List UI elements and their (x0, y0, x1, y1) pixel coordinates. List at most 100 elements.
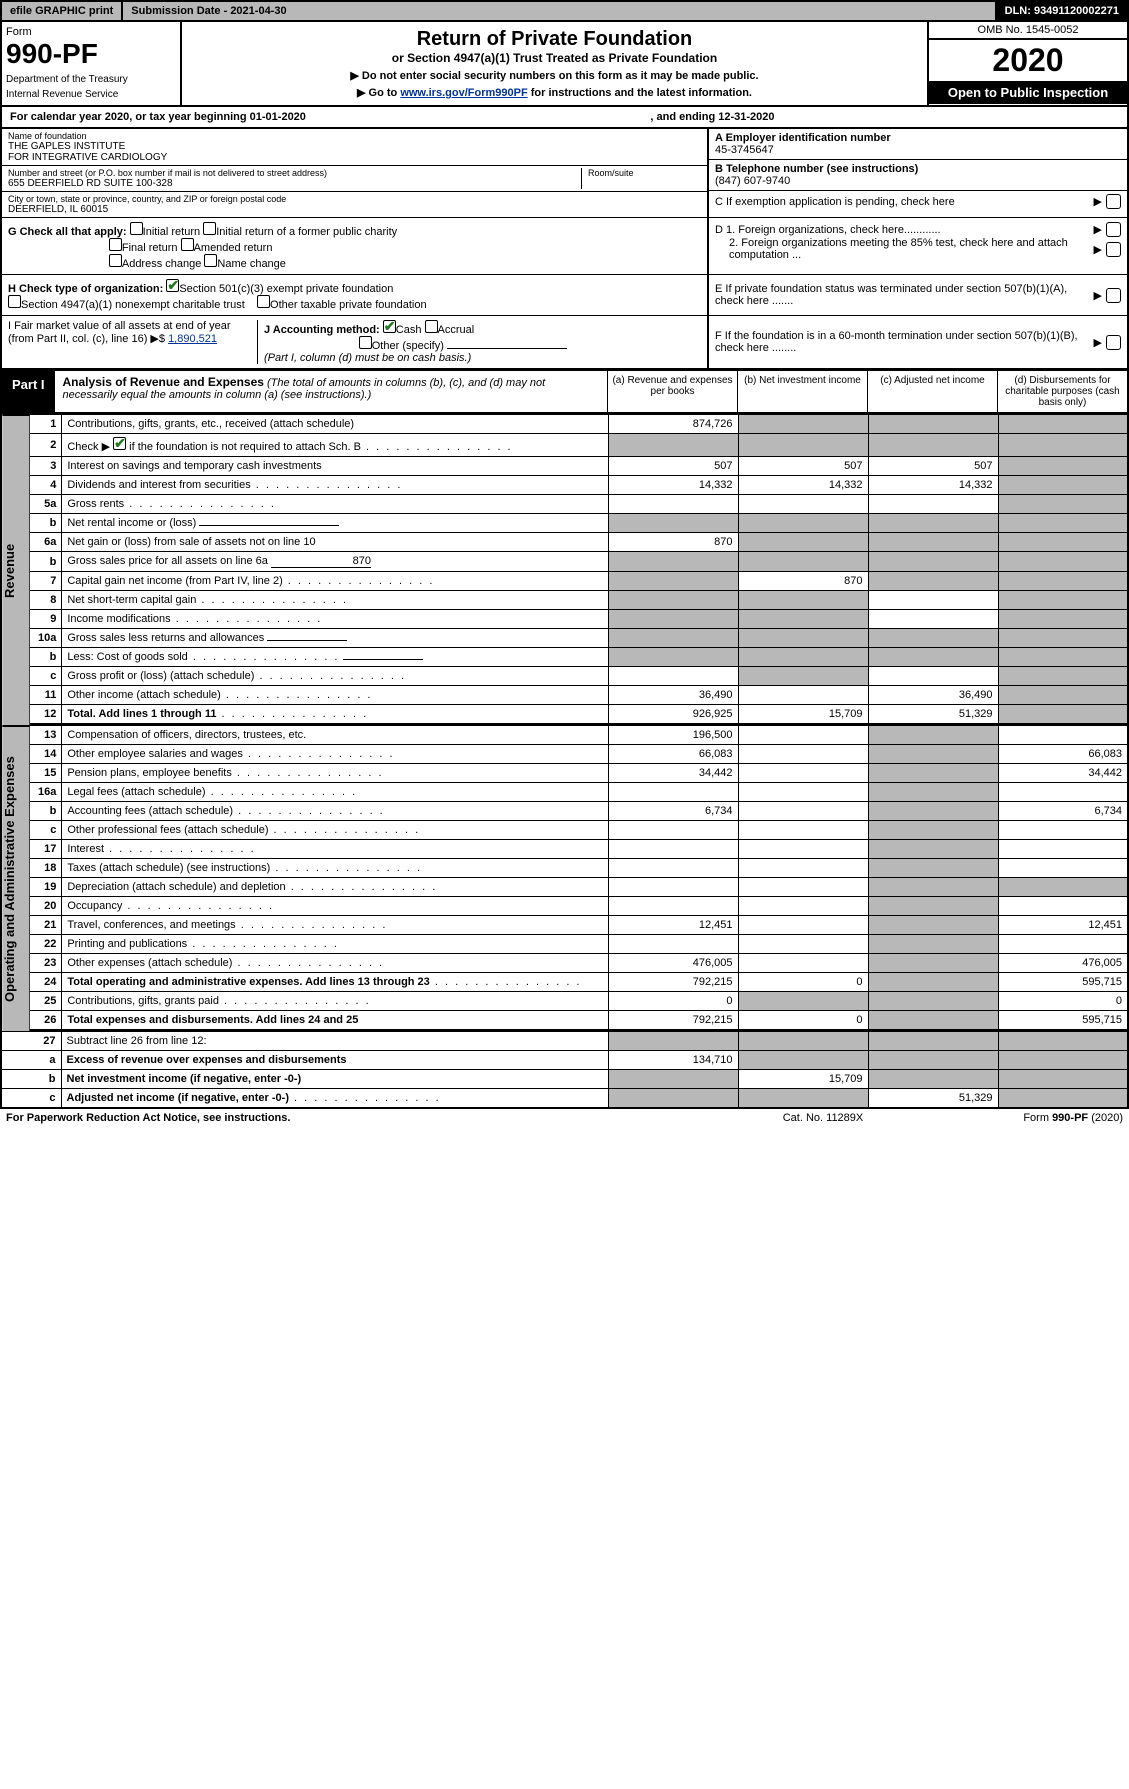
efile-label: efile GRAPHIC print (2, 2, 123, 20)
irs-label: Internal Revenue Service (6, 89, 176, 100)
col-c-header: (c) Adjusted net income (867, 371, 997, 412)
table-row: 12Total. Add lines 1 through 11926,92515… (30, 705, 1128, 725)
dept-label: Department of the Treasury (6, 74, 176, 85)
table-row: 24Total operating and administrative exp… (30, 973, 1128, 992)
table-row: cGross profit or (loss) (attach schedule… (30, 667, 1128, 686)
form-number: 990-PF (6, 38, 176, 70)
address-field: Number and street (or P.O. box number if… (2, 166, 707, 192)
table-row: 20Occupancy (30, 897, 1128, 916)
table-row: 9Income modifications (30, 610, 1128, 629)
check-4947[interactable]: Section 4947(a)(1) nonexempt charitable … (8, 299, 245, 311)
form-title: Return of Private Foundation (188, 28, 921, 51)
check-amended[interactable]: Amended return (181, 242, 273, 254)
check-initial-former[interactable]: Initial return of a former public charit… (203, 226, 397, 238)
table-row: 1Contributions, gifts, grants, etc., rec… (30, 415, 1128, 434)
revenue-side-label: Revenue (2, 414, 29, 725)
table-row: 23Other expenses (attach schedule)476,00… (30, 954, 1128, 973)
table-row: bAccounting fees (attach schedule)6,7346… (30, 802, 1128, 821)
open-public-label: Open to Public Inspection (929, 81, 1127, 104)
check-sch-b[interactable] (113, 437, 126, 450)
table-row: 21Travel, conferences, and meetings12,45… (30, 916, 1128, 935)
c-exemption-field: C If exemption application is pending, c… (709, 191, 1127, 212)
checkbox-d1[interactable] (1106, 222, 1121, 237)
form-id-block: Form 990-PF Department of the Treasury I… (2, 22, 182, 105)
col-b-header: (b) Net investment income (737, 371, 867, 412)
table-row: cOther professional fees (attach schedul… (30, 821, 1128, 840)
table-row: 15Pension plans, employee benefits34,442… (30, 764, 1128, 783)
room-label: Room/suite (588, 168, 701, 178)
table-row: 18Taxes (attach schedule) (see instructi… (30, 859, 1128, 878)
table-row: bLess: Cost of goods sold (30, 648, 1128, 667)
table-row: 6aNet gain or (loss) from sale of assets… (30, 533, 1128, 552)
table-row: bNet investment income (if negative, ent… (1, 1070, 1128, 1089)
form-header: Form 990-PF Department of the Treasury I… (0, 22, 1129, 107)
check-namechange[interactable]: Name change (204, 258, 286, 270)
column-headers: (a) Revenue and expenses per books (b) N… (607, 371, 1127, 412)
check-initial[interactable]: Initial return (130, 226, 200, 238)
table-row: 4Dividends and interest from securities1… (30, 476, 1128, 495)
check-accrual[interactable]: Accrual (425, 324, 475, 336)
check-final[interactable]: Final return (109, 242, 178, 254)
footer-catno: Cat. No. 11289X (723, 1112, 923, 1124)
footer-formref: Form 990-PF (2020) (923, 1112, 1123, 1124)
d-block: D 1. Foreign organizations, check here..… (707, 218, 1127, 274)
calendar-year-row: For calendar year 2020, or tax year begi… (0, 107, 1129, 129)
table-row: 19Depreciation (attach schedule) and dep… (30, 878, 1128, 897)
expenses-table-wrap: Operating and Administrative Expenses 13… (0, 725, 1129, 1031)
table-row: bNet rental income or (loss) (30, 514, 1128, 533)
check-other-method[interactable]: Other (specify) (359, 340, 444, 352)
section-h-row: H Check type of organization: Section 50… (0, 275, 1129, 316)
table-row: 13Compensation of officers, directors, t… (30, 726, 1128, 745)
g-block: G Check all that apply: Initial return I… (2, 218, 707, 274)
checkbox-c[interactable] (1106, 194, 1121, 209)
check-addrchange[interactable]: Address change (109, 258, 202, 270)
col-a-header: (a) Revenue and expenses per books (607, 371, 737, 412)
table-row: 8Net short-term capital gain (30, 591, 1128, 610)
footer-paperwork: For Paperwork Reduction Act Notice, see … (6, 1112, 723, 1124)
expenses-table: 13Compensation of officers, directors, t… (29, 725, 1129, 1031)
form-label: Form (6, 26, 176, 38)
year-block: OMB No. 1545-0052 2020 Open to Public In… (927, 22, 1127, 105)
table-row: 5aGross rents (30, 495, 1128, 514)
line27-table: 27Subtract line 26 from line 12: aExcess… (0, 1031, 1129, 1109)
checkbox-f[interactable] (1106, 335, 1121, 350)
section-g-row: G Check all that apply: Initial return I… (0, 218, 1129, 275)
table-row: 16aLegal fees (attach schedule) (30, 783, 1128, 802)
h-block: H Check type of organization: Section 50… (2, 275, 707, 315)
table-row: 17Interest (30, 840, 1128, 859)
checkbox-d2[interactable] (1106, 242, 1121, 257)
check-other-tax[interactable]: Other taxable private foundation (257, 299, 427, 311)
revenue-table: 1Contributions, gifts, grants, etc., rec… (29, 414, 1129, 725)
info-left: Name of foundation THE GAPLES INSTITUTE … (2, 129, 707, 217)
table-row: 2Check ▶ if the foundation is not requir… (30, 434, 1128, 457)
checkbox-e[interactable] (1106, 288, 1121, 303)
part1-title-block: Analysis of Revenue and Expenses (The to… (55, 371, 607, 412)
table-row: bGross sales price for all assets on lin… (30, 552, 1128, 572)
e-block: E If private foundation status was termi… (707, 275, 1127, 315)
check-501c3[interactable]: Section 501(c)(3) exempt private foundat… (166, 283, 393, 295)
check-cash[interactable]: Cash (383, 324, 422, 336)
city-field: City or town, state or province, country… (2, 192, 707, 217)
ein-field: A Employer identification number 45-3745… (709, 129, 1127, 160)
table-row: aExcess of revenue over expenses and dis… (1, 1051, 1128, 1070)
section-ij-row: I Fair market value of all assets at end… (0, 316, 1129, 370)
omb-label: OMB No. 1545-0052 (929, 22, 1127, 40)
table-row: 3Interest on savings and temporary cash … (30, 457, 1128, 476)
foundation-name-field: Name of foundation THE GAPLES INSTITUTE … (2, 129, 707, 166)
table-row: 25Contributions, gifts, grants paid00 (30, 992, 1128, 1011)
form-subtitle: or Section 4947(a)(1) Trust Treated as P… (188, 51, 921, 65)
info-right: A Employer identification number 45-3745… (707, 129, 1127, 217)
table-row: cAdjusted net income (if negative, enter… (1, 1089, 1128, 1109)
irs-link[interactable]: www.irs.gov/Form990PF (400, 87, 527, 99)
part1-label: Part I (2, 371, 55, 412)
topbar: efile GRAPHIC print Submission Date - 20… (0, 0, 1129, 22)
table-row: 26Total expenses and disbursements. Add … (30, 1011, 1128, 1031)
f-block: F If the foundation is in a 60-month ter… (707, 316, 1127, 368)
table-row: 11Other income (attach schedule)36,49036… (30, 686, 1128, 705)
dln-label: DLN: 93491120002271 (997, 2, 1127, 20)
main-table-wrap: Revenue 1Contributions, gifts, grants, e… (0, 414, 1129, 725)
form-note2: ▶ Go to www.irs.gov/Form990PF for instru… (188, 86, 921, 99)
info-block: Name of foundation THE GAPLES INSTITUTE … (0, 129, 1129, 218)
submission-date: Submission Date - 2021-04-30 (123, 2, 996, 20)
part1-header: Part I Analysis of Revenue and Expenses … (0, 370, 1129, 414)
